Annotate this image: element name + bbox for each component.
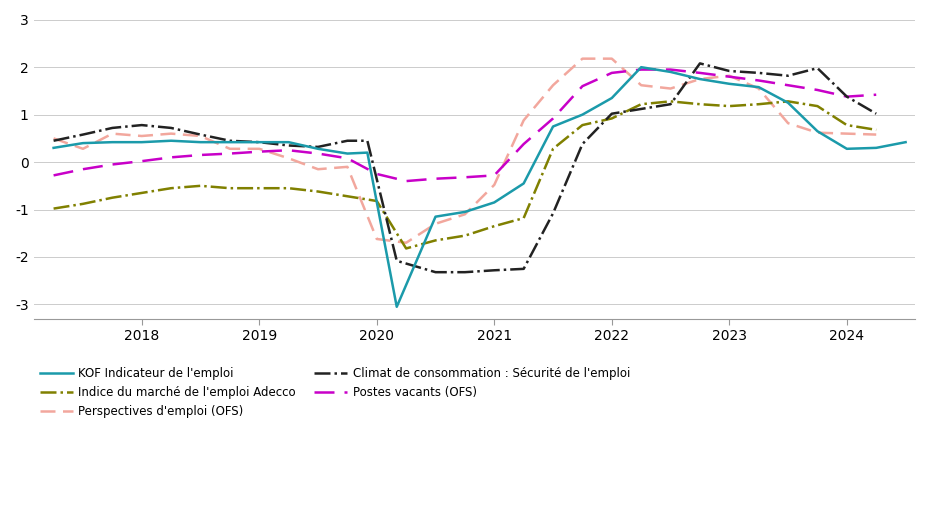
Legend: KOF Indicateur de l'emploi, Indice du marché de l'emploi Adecco, Perspectives d': KOF Indicateur de l'emploi, Indice du ma… (39, 367, 631, 418)
